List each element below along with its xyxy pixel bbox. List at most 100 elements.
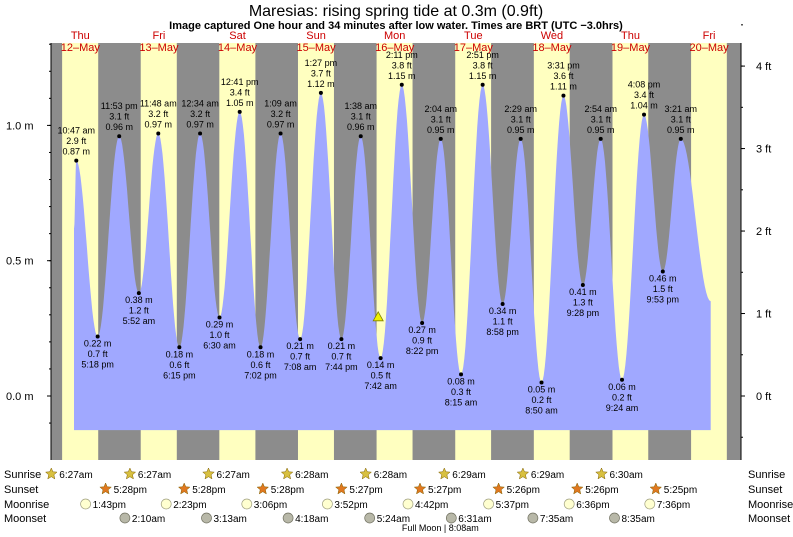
tide-value-label: 2:04 am [424, 104, 457, 114]
left-tick-label: 0.5 m [6, 256, 34, 268]
tide-point [198, 131, 203, 136]
sunrise-icon [44, 467, 58, 480]
sunrise-icon [123, 467, 137, 480]
tide-point [156, 131, 161, 136]
tide-value-label: 3.4 ft [230, 87, 251, 97]
tide-value-label: 0.97 m [186, 120, 214, 130]
tide-value-label: 1.04 m [630, 101, 658, 111]
row-label-right: Moonset [748, 513, 790, 525]
row-label-left: Sunrise [4, 469, 41, 481]
tide-curve [74, 84, 711, 431]
moonset-icon [119, 512, 131, 524]
row-label-right: Moonrise [748, 499, 793, 511]
chart-title: Maresias: rising spring tide at 0.3m (0.… [249, 3, 543, 20]
right-tick-label: 3 ft [756, 144, 771, 156]
sunset-time: 5:28pm [192, 485, 225, 496]
day-labels: Thu12–MayFri13–MaySat14–MaySun15–MayMon1… [61, 30, 729, 54]
tide-point [358, 134, 363, 139]
tide-value-label: 0.38 m [125, 295, 153, 305]
tide-value-label: 2:29 am [504, 104, 537, 114]
tide-value-label: 3:21 am [665, 104, 698, 114]
sunset-time: 5:27pm [349, 485, 382, 496]
moonrise-time: 3:52pm [334, 500, 367, 511]
tide-value-label: 0.95 m [667, 125, 695, 135]
tide-value-label: 9:53 pm [647, 295, 680, 305]
left-tick-label: 0.0 m [6, 391, 34, 403]
moonrise-time: 6:36pm [576, 500, 609, 511]
tide-value-label: 1.15 m [469, 71, 497, 81]
tide-value-label: 0.96 m [347, 122, 375, 132]
moonset-time: 5:24am [377, 514, 410, 525]
row-label-left: Moonrise [4, 499, 49, 511]
tide-value-label: 3.1 ft [511, 114, 532, 124]
tide-value-label: 0.96 m [105, 122, 133, 132]
tide-point [95, 334, 100, 339]
tide-value-label: 1.0 ft [209, 330, 230, 340]
sunset-icon [335, 482, 348, 495]
tide-value-label: 1.12 m [307, 79, 335, 89]
tide-value-label: 1:27 pm [305, 58, 338, 68]
tide-value-label: 0.06 m [608, 382, 636, 392]
date-label: 18–May [532, 42, 572, 54]
moonset-icon [527, 512, 539, 524]
tide-point [480, 82, 485, 87]
tide-value-label: 1.05 m [226, 98, 254, 108]
moonset-icon [609, 512, 620, 524]
tide-value-label: 0.9 ft [412, 335, 433, 345]
tide-value-label: 1:09 am [264, 99, 297, 109]
tide-value-label: 2:11 pm [386, 50, 418, 60]
tide-value-label: 1.5 ft [653, 284, 674, 294]
tide-value-label: 0.2 ft [612, 392, 633, 402]
tide-point [580, 283, 585, 288]
tide-value-label: 11:53 pm [101, 101, 138, 111]
day-name-label: Thu [71, 30, 90, 42]
sunset-icon [570, 482, 584, 495]
tide-value-label: 8:58 pm [486, 327, 519, 337]
moonrise-icon [80, 498, 91, 510]
tide-point [642, 112, 647, 117]
tide-value-label: 0.21 m [328, 341, 356, 351]
moonrise-icon [241, 498, 253, 510]
tide-value-label: 0.34 m [489, 306, 517, 316]
tide-value-label: 11:48 am [140, 99, 177, 109]
tide-value-label: 3.2 ft [148, 109, 169, 119]
sunset-icon [649, 482, 663, 495]
full-moon-label: Full Moon | 8:08am [402, 523, 479, 533]
tide-point [74, 158, 79, 163]
date-label: 13–May [139, 42, 179, 54]
tide-point [378, 356, 383, 361]
tide-value-label: 8:15 am [445, 397, 478, 407]
tide-value-label: 5:52 am [123, 316, 156, 326]
tide-value-label: 9:28 pm [567, 308, 600, 318]
tide-value-label: 0.05 m [528, 384, 556, 394]
right-tick-label: 2 ft [756, 226, 771, 238]
axes: 0.0 m 0.5 m 1.0 m 0 ft 1 ft 2 ft 3 ft 4 ft [6, 24, 771, 460]
tide-value-label: 0.95 m [587, 125, 615, 135]
tide-value-label: 7:44 pm [325, 362, 358, 372]
moonset-icon [445, 512, 457, 524]
sunrise-icon [516, 467, 530, 480]
sunrise-time: 6:27am [138, 470, 171, 481]
tide-point [500, 301, 505, 306]
sunrise-icon [280, 467, 294, 480]
tide-value-label: 3.1 ft [671, 114, 692, 124]
tide-value-label: 8:50 am [525, 405, 558, 415]
current-level-marker [372, 310, 384, 322]
tide-value-label: 3.1 ft [591, 114, 612, 124]
tide-value-label: 0.3 ft [451, 387, 472, 397]
sunset-time: 5:25pm [664, 485, 697, 496]
tide-point [117, 134, 122, 139]
tide-value-label: 0.27 m [408, 325, 436, 335]
tide-value-label: 3.1 ft [431, 114, 452, 124]
tide-value-label: 4:08 pm [628, 80, 661, 90]
row-label-left: Sunset [4, 484, 38, 496]
moonset-time: 8:35am [622, 514, 655, 525]
tide-value-label: 0.95 m [427, 125, 455, 135]
tide-value-label: 10:47 am [58, 126, 96, 136]
sun-moon-rows: Sunrise Sunrise Sunset Sunset Moonrise Moonri… [4, 467, 793, 533]
tide-value-label: 8:22 pm [406, 346, 439, 356]
tide-value-label: 0.6 ft [169, 360, 190, 370]
tide-point [620, 377, 625, 382]
moonset-icon [201, 512, 212, 524]
